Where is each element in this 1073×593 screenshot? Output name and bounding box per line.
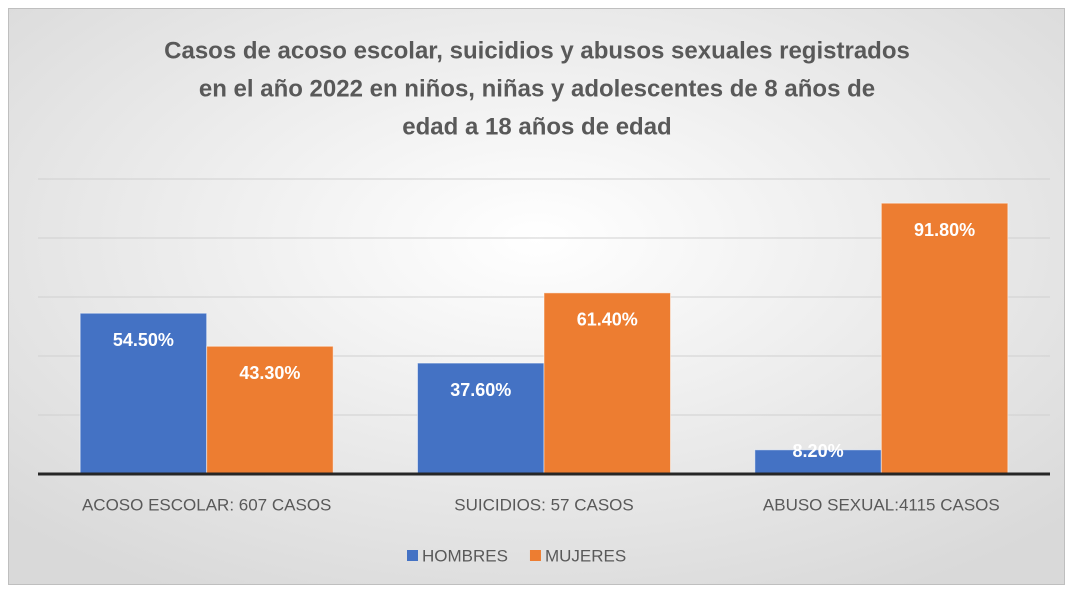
data-label: 43.30% [239,363,300,383]
chart-title: edad a 18 años de edad [402,113,671,140]
legend-label: HOMBRES [422,546,508,565]
data-label: 8.20% [793,441,844,461]
bar [543,292,671,475]
legend-label: MUJERES [545,546,626,565]
bar [880,202,1009,475]
legend-swatch [407,550,418,561]
chart-title: en el año 2022 en niños, niñas y adolesc… [199,75,875,102]
data-label: 61.40% [577,310,638,330]
data-label: 54.50% [113,330,174,350]
data-label: 37.60% [450,380,511,400]
chart-title: Casos de acoso escolar, suicidios y abus… [164,37,910,64]
x-tick-label: ABUSO SEXUAL:4115 CASOS [763,495,1000,514]
bar [417,362,545,475]
data-label: 91.80% [914,220,975,240]
legend-swatch [529,550,541,561]
x-tick-label: ACOSO ESCOLAR: 607 CASOS [82,495,331,514]
x-tick-label: SUICIDIOS: 57 CASOS [454,495,634,514]
bar [754,449,882,475]
bar [206,345,334,475]
